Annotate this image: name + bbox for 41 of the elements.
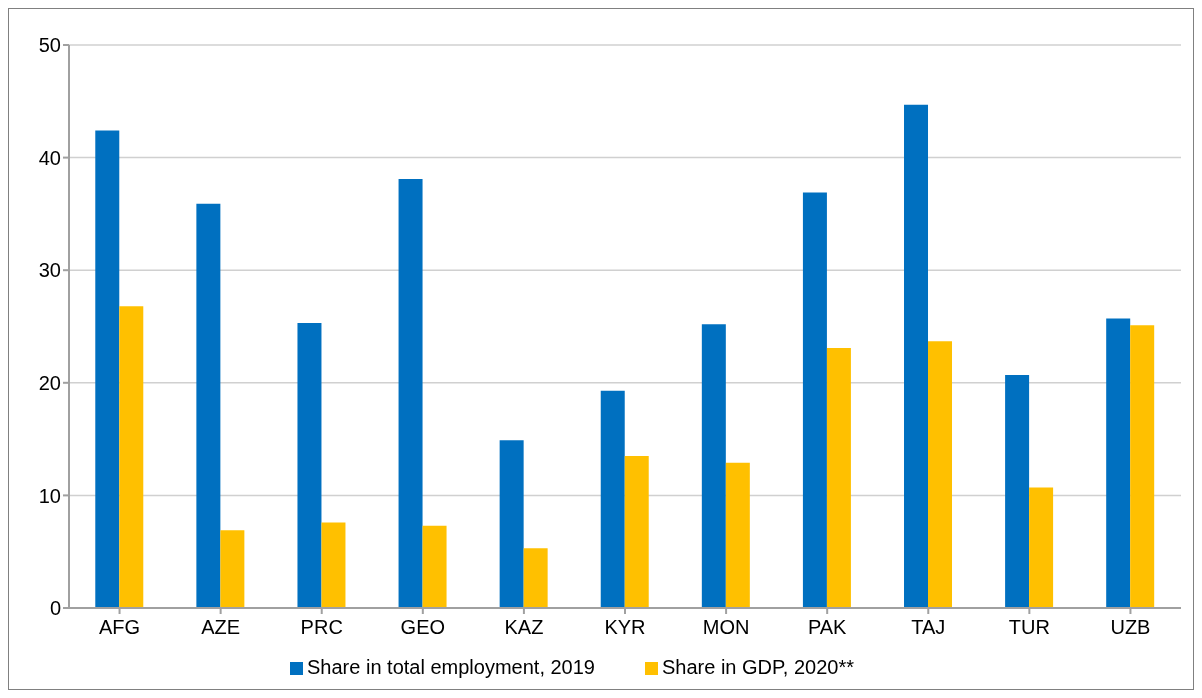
bar <box>499 440 524 608</box>
bar <box>1130 325 1155 608</box>
x-tick-label: AFG <box>98 616 141 639</box>
bar <box>119 306 144 608</box>
bar <box>1029 487 1054 608</box>
bar <box>196 203 221 608</box>
x-tick-label: TAJ <box>911 616 946 639</box>
bar <box>321 522 346 608</box>
bar <box>398 178 423 608</box>
bar <box>600 390 625 608</box>
x-tick-label: TUR <box>1008 616 1050 639</box>
bar <box>220 530 245 608</box>
bar <box>95 130 120 608</box>
bar <box>725 462 750 608</box>
bar <box>1106 318 1131 608</box>
x-tick-label: PRC <box>300 616 343 639</box>
bar <box>422 525 447 608</box>
y-tick-label: 20 <box>38 371 61 394</box>
x-tick-label: KAZ <box>504 616 544 639</box>
y-tick-label: 0 <box>49 597 61 620</box>
bar <box>802 192 827 608</box>
legend-label: Share in total employment, 2019 <box>307 656 595 678</box>
x-tick-label: MON <box>702 616 750 639</box>
x-tick-label: GEO <box>400 616 446 639</box>
bar <box>297 323 322 608</box>
y-tick-label: 40 <box>38 146 61 169</box>
bar <box>624 455 649 608</box>
bar <box>523 548 548 608</box>
x-tick-label: AZE <box>201 616 241 639</box>
bar <box>1005 374 1030 608</box>
bar <box>826 347 851 608</box>
bar <box>904 104 929 608</box>
x-tick-label: UZB <box>1110 616 1151 639</box>
bar <box>701 324 726 608</box>
y-tick-label: 10 <box>38 484 61 507</box>
x-tick-label: KYR <box>604 616 646 639</box>
bar <box>928 341 953 608</box>
y-tick-label: 30 <box>38 259 61 282</box>
legend-label: Share in GDP, 2020** <box>661 656 854 678</box>
x-tick-label: PAK <box>807 616 848 639</box>
y-tick-label: 50 <box>38 34 61 57</box>
